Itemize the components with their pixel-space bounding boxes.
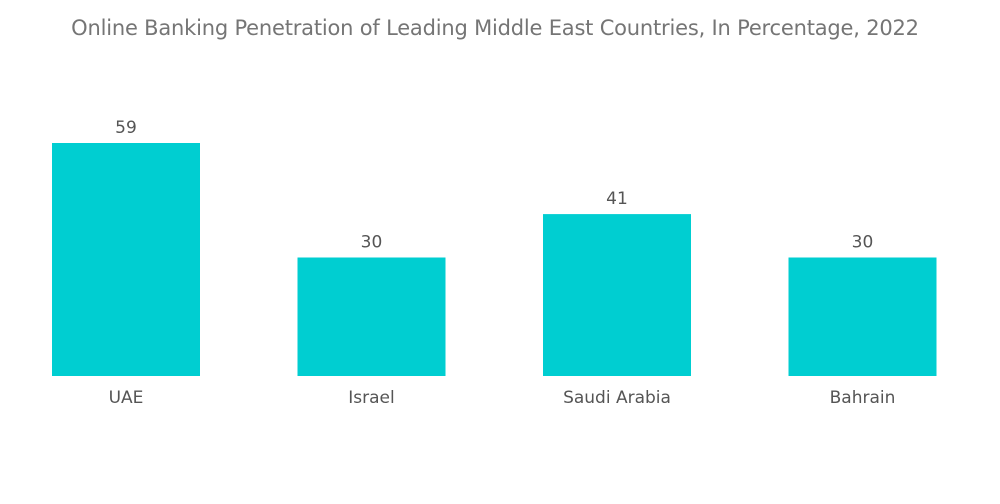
bars-group	[52, 143, 937, 376]
value-labels-group: 59 30 41 30	[115, 118, 873, 253]
chart-title: Online Banking Penetration of Leading Mi…	[71, 16, 919, 40]
value-label-israel: 30	[361, 233, 383, 253]
value-label-uae: 59	[115, 118, 137, 138]
value-label-saudi-arabia: 41	[606, 189, 628, 209]
value-label-bahrain: 30	[852, 233, 874, 253]
category-label-saudi-arabia: Saudi Arabia	[563, 388, 671, 408]
bar-bahrain	[788, 257, 937, 376]
bar-israel	[297, 257, 446, 376]
category-label-israel: Israel	[348, 388, 394, 408]
bar-saudi-arabia	[543, 214, 691, 376]
category-label-uae: UAE	[109, 388, 144, 408]
bar-uae	[52, 143, 200, 376]
category-labels-group: UAE Israel Saudi Arabia Bahrain	[109, 388, 896, 408]
category-label-bahrain: Bahrain	[830, 388, 896, 408]
